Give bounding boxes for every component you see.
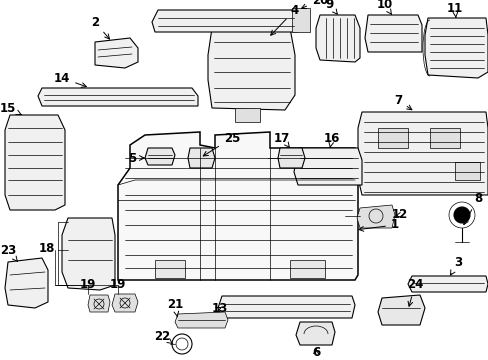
- Text: 6: 6: [311, 346, 320, 359]
- Text: 11: 11: [446, 1, 462, 17]
- Polygon shape: [5, 115, 65, 210]
- Text: 22: 22: [154, 329, 173, 344]
- Polygon shape: [175, 312, 227, 328]
- Polygon shape: [315, 15, 359, 62]
- Polygon shape: [429, 128, 459, 148]
- Polygon shape: [155, 260, 184, 278]
- Polygon shape: [5, 258, 48, 308]
- Polygon shape: [454, 162, 479, 180]
- Text: 7: 7: [393, 94, 411, 110]
- Polygon shape: [278, 148, 305, 168]
- Polygon shape: [357, 112, 487, 195]
- Text: 13: 13: [211, 302, 228, 315]
- Polygon shape: [118, 132, 357, 280]
- Text: 18: 18: [39, 242, 55, 255]
- Circle shape: [453, 207, 469, 223]
- Text: 4: 4: [270, 4, 299, 35]
- Text: 8: 8: [463, 192, 481, 225]
- Polygon shape: [152, 10, 297, 32]
- Text: 12: 12: [391, 208, 407, 221]
- Text: 19: 19: [80, 279, 96, 292]
- Polygon shape: [95, 38, 138, 68]
- Polygon shape: [112, 294, 138, 312]
- Text: 24: 24: [406, 279, 422, 306]
- Text: 21: 21: [166, 298, 183, 317]
- Polygon shape: [145, 148, 175, 165]
- Polygon shape: [377, 128, 407, 148]
- Text: 23: 23: [0, 243, 18, 261]
- Polygon shape: [407, 276, 487, 292]
- Polygon shape: [187, 148, 215, 168]
- Text: 25: 25: [203, 131, 240, 156]
- Polygon shape: [218, 296, 354, 318]
- Text: 17: 17: [273, 131, 289, 148]
- Text: 3: 3: [449, 256, 461, 275]
- Text: 15: 15: [0, 102, 21, 115]
- Circle shape: [94, 299, 104, 309]
- Polygon shape: [291, 8, 309, 32]
- Polygon shape: [88, 295, 110, 312]
- Polygon shape: [424, 18, 487, 78]
- Polygon shape: [207, 28, 294, 110]
- Polygon shape: [235, 108, 260, 122]
- Text: 10: 10: [376, 0, 392, 14]
- Text: 1: 1: [358, 219, 398, 231]
- Polygon shape: [38, 88, 198, 106]
- Text: 20: 20: [301, 0, 327, 9]
- Polygon shape: [293, 148, 361, 185]
- Polygon shape: [377, 295, 424, 325]
- Circle shape: [120, 298, 130, 308]
- Text: 5: 5: [128, 152, 144, 165]
- Polygon shape: [356, 205, 394, 228]
- Text: 2: 2: [91, 15, 109, 39]
- Text: 19: 19: [110, 279, 126, 292]
- Polygon shape: [364, 15, 421, 52]
- Polygon shape: [289, 260, 325, 278]
- Polygon shape: [295, 322, 334, 345]
- Text: 14: 14: [54, 72, 86, 87]
- Text: 16: 16: [323, 131, 340, 147]
- Text: 9: 9: [325, 0, 337, 14]
- Polygon shape: [62, 218, 115, 290]
